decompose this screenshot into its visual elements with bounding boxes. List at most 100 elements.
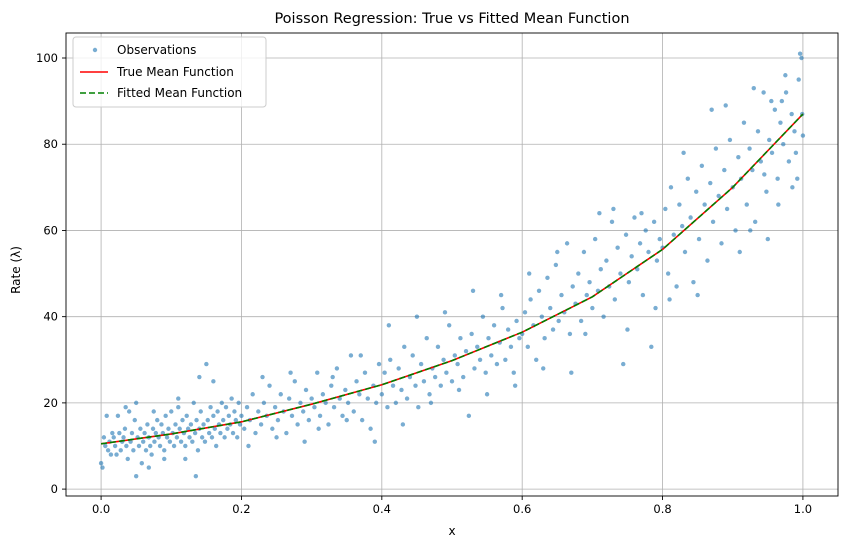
observation-point	[143, 448, 149, 453]
observation-point	[301, 409, 306, 414]
observation-point	[275, 417, 281, 423]
observation-point	[708, 180, 713, 186]
observation-point	[705, 258, 710, 263]
y-tick-label: 40	[43, 310, 58, 324]
legend-observations-marker	[92, 47, 98, 53]
observation-point	[475, 344, 480, 350]
observation-point	[199, 435, 205, 440]
observation-point	[388, 357, 393, 362]
observation-point	[292, 379, 297, 384]
observation-point	[536, 288, 542, 293]
observation-point	[193, 473, 199, 479]
observation-point	[270, 426, 275, 431]
observation-point	[358, 353, 363, 358]
plot-background	[66, 33, 838, 496]
observation-point	[764, 189, 769, 194]
observation-point	[153, 430, 159, 436]
observation-point	[452, 353, 458, 358]
observation-point	[570, 284, 575, 289]
observation-point	[639, 211, 644, 216]
observation-point	[274, 435, 279, 440]
observation-point	[239, 413, 244, 419]
observation-point	[236, 400, 241, 406]
observation-point	[359, 417, 365, 423]
observation-point	[385, 404, 390, 410]
plot-area	[66, 33, 838, 496]
observation-point	[211, 379, 216, 384]
observation-point	[209, 435, 215, 440]
observation-point	[800, 133, 806, 138]
observation-point	[121, 435, 126, 440]
observation-point	[503, 357, 508, 362]
observation-point	[286, 396, 292, 401]
y-tick-label: 80	[43, 137, 58, 151]
observation-point	[758, 159, 763, 164]
observation-point	[142, 430, 147, 436]
observation-point	[597, 211, 602, 216]
observation-point	[461, 374, 466, 380]
observation-point	[719, 241, 724, 246]
observation-point	[393, 400, 399, 406]
observation-point	[126, 409, 132, 414]
observation-point	[343, 387, 348, 393]
x-tick-label: 0.0	[92, 502, 110, 516]
observation-point	[525, 344, 530, 350]
observation-point	[101, 435, 107, 440]
observation-point	[173, 422, 178, 427]
observation-point	[796, 77, 801, 82]
observation-point	[201, 422, 206, 427]
observation-point	[151, 409, 156, 414]
observation-point	[441, 357, 446, 362]
observation-point	[345, 400, 351, 406]
observation-point	[110, 430, 115, 436]
observation-point	[545, 275, 550, 281]
observation-point	[122, 426, 128, 431]
observation-point	[157, 443, 163, 449]
observation-point	[654, 258, 660, 263]
observation-point	[223, 404, 229, 410]
observation-point	[623, 232, 629, 237]
observation-point	[427, 392, 432, 397]
observation-point	[500, 305, 505, 311]
observation-point	[253, 430, 258, 436]
observation-point	[178, 439, 184, 444]
observation-point	[136, 443, 142, 449]
observation-point	[114, 452, 119, 457]
observation-point	[480, 314, 486, 319]
observation-point	[208, 404, 213, 410]
observation-point	[221, 417, 226, 423]
observation-point	[514, 318, 519, 324]
observation-point	[298, 400, 303, 406]
observation-point	[618, 271, 623, 276]
observation-point	[781, 142, 786, 147]
legend: Observations True Mean Function Fitted M…	[72, 36, 267, 108]
observation-point	[162, 448, 167, 453]
observation-point	[612, 297, 618, 302]
observation-point	[696, 236, 702, 242]
observation-point	[541, 366, 546, 371]
observation-point	[176, 396, 181, 401]
observation-point	[674, 284, 679, 289]
observation-point	[444, 370, 449, 375]
observation-point	[159, 422, 164, 427]
observation-point	[710, 219, 716, 225]
observation-point	[315, 370, 320, 375]
observation-point	[795, 176, 800, 181]
observation-point	[569, 370, 574, 375]
observation-point	[306, 417, 312, 423]
observation-point	[733, 228, 738, 233]
observation-point	[790, 185, 795, 190]
observation-point	[762, 172, 767, 177]
observation-point	[146, 465, 152, 470]
observation-point	[581, 249, 587, 255]
observation-point	[779, 98, 785, 104]
observation-point	[438, 383, 443, 388]
observation-point	[498, 292, 504, 298]
observation-point	[145, 422, 150, 427]
observation-point	[632, 215, 637, 220]
observation-point	[232, 409, 237, 414]
observation-point	[564, 241, 570, 246]
observation-point	[769, 98, 774, 104]
observation-point	[752, 219, 758, 225]
observation-point	[446, 323, 452, 328]
